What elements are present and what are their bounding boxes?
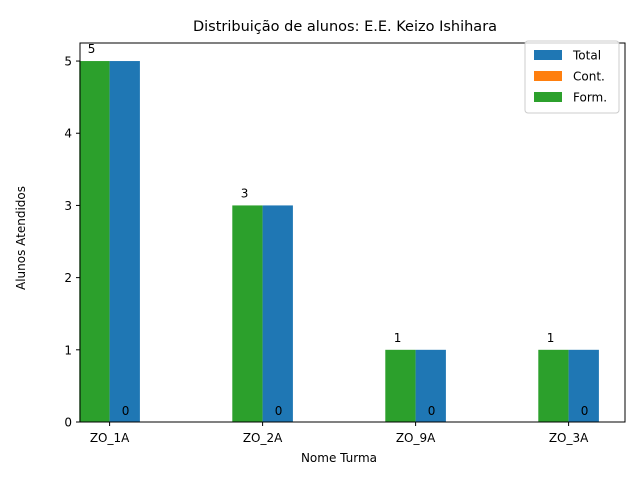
bar-total-zo-2a (262, 205, 293, 422)
y-tick-label: 1 (64, 343, 72, 357)
bar-form-zo-2a (232, 205, 263, 422)
x-axis-label: Nome Turma (301, 451, 377, 465)
y-tick-label: 5 (64, 55, 72, 69)
data-label-total: 0 (122, 404, 130, 418)
legend-swatch (534, 92, 562, 102)
y-tick-label: 2 (64, 271, 72, 285)
y-tick-label: 4 (64, 127, 72, 141)
legend-label: Form. (573, 91, 607, 105)
x-tick-label: ZO_3A (549, 431, 589, 445)
x-tick-label: ZO_9A (396, 431, 436, 445)
bar-form-zo-9a (385, 349, 416, 422)
y-axis-label: Alunos Atendidos (14, 186, 28, 290)
bar-form-zo-3a (538, 349, 569, 422)
bar-form-zo-1a (79, 61, 110, 423)
data-label-form: 5 (88, 42, 96, 56)
plot-area: 5 0 3 0 1 0 1 0 (79, 42, 599, 423)
axes: 0 1 2 3 4 5 ZO_1A ZO_2A ZO_9A ZO_3A (64, 42, 626, 445)
y-tick-label: 0 (64, 416, 72, 430)
legend-label: Cont. (573, 70, 605, 84)
data-label-total: 0 (428, 404, 436, 418)
bar-total-zo-1a (109, 61, 140, 423)
chart-title: Distribuição de alunos: E.E. Keizo Ishih… (193, 19, 497, 35)
x-tick-label: ZO_1A (90, 431, 130, 445)
plot-frame (79, 42, 626, 423)
legend-swatch (534, 50, 562, 60)
bar-total-zo-3a (568, 349, 599, 422)
data-label-form: 1 (547, 331, 555, 345)
legend: Total Cont. Form. (524, 40, 620, 114)
data-label-form: 1 (394, 331, 402, 345)
legend-swatch (534, 71, 562, 81)
bar-total-zo-9a (415, 349, 446, 422)
legend-label: Total (572, 49, 601, 63)
x-tick-label: ZO_2A (243, 431, 283, 445)
y-tick-label: 3 (64, 199, 72, 213)
data-label-total: 0 (581, 404, 589, 418)
data-label-total: 0 (275, 404, 283, 418)
data-label-form: 3 (241, 186, 249, 200)
